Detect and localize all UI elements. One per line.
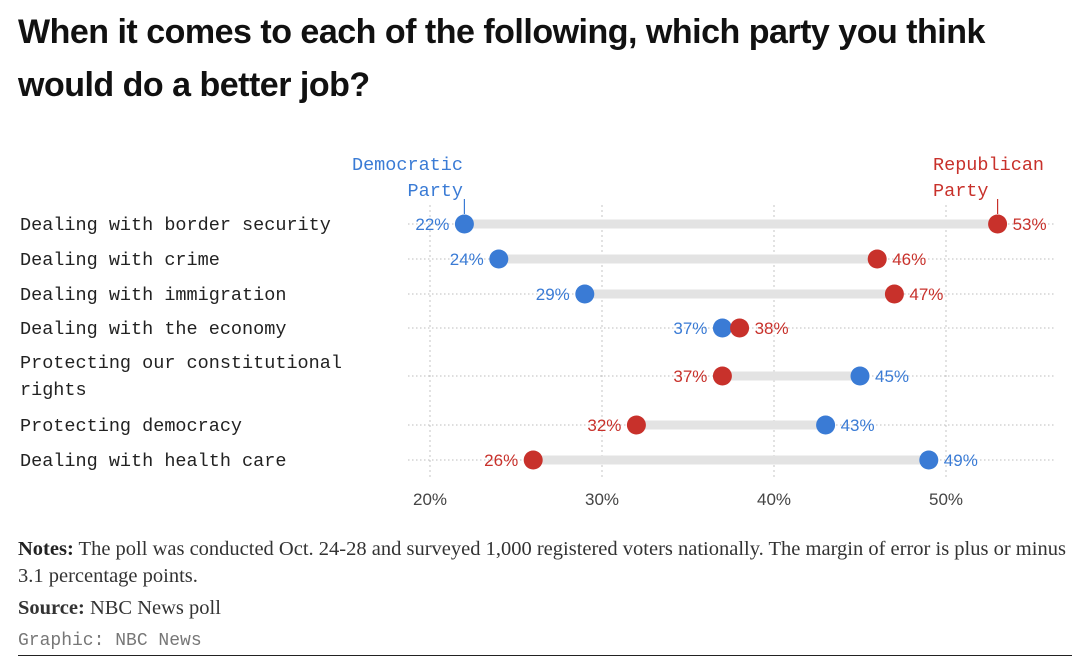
republican-party-label: Party	[933, 181, 989, 202]
chart-title: When it comes to each of the following, …	[18, 13, 985, 104]
republican-dot	[988, 214, 1008, 234]
republican-dot	[884, 284, 904, 304]
republican-value-label: 26%	[484, 451, 518, 470]
notes-label: Notes:	[18, 538, 74, 560]
republican-dot	[626, 415, 646, 435]
republican-dot	[730, 318, 750, 338]
democratic-value-label: 22%	[415, 215, 449, 234]
democratic-dot	[489, 249, 509, 269]
row-label: rights	[20, 380, 87, 401]
row-label: Dealing with health care	[20, 451, 286, 472]
notes-text: The poll was conducted Oct. 24-28 and su…	[18, 538, 1066, 587]
republican-dot	[523, 450, 543, 470]
row-label: Dealing with border security	[20, 215, 331, 236]
row-label: Protecting our constitutional	[20, 353, 342, 374]
graphic-credit: Graphic: NBC News	[18, 631, 202, 651]
republican-value-label: 38%	[755, 319, 789, 338]
democratic-value-label: 37%	[673, 319, 707, 338]
democratic-dot	[919, 450, 939, 470]
democratic-dot	[454, 214, 474, 234]
bottom-rule	[18, 655, 1072, 656]
source-text: NBC News poll	[84, 597, 221, 619]
democratic-value-label: 43%	[841, 416, 875, 435]
dot-plot-chart: 20% 30% 40% 50% Democratic Party Republican Par…	[20, 155, 1055, 509]
row-label: Dealing with crime	[20, 250, 220, 271]
notes: Notes: The poll was conducted Oct. 24-28…	[18, 536, 1068, 590]
republican-dot	[867, 249, 887, 269]
republican-value-label: 47%	[909, 285, 943, 304]
democratic-dot	[575, 284, 595, 304]
x-tick-label: 30%	[585, 490, 619, 509]
democratic-dot	[850, 366, 870, 386]
x-tick-label: 40%	[757, 490, 791, 509]
democratic-party-label: Party	[407, 181, 463, 202]
row-label: Protecting democracy	[20, 416, 242, 437]
democratic-value-label: 24%	[450, 250, 484, 269]
democratic-value-label: 49%	[944, 451, 978, 470]
democratic-value-label: 29%	[536, 285, 570, 304]
democratic-value-label: 45%	[875, 367, 909, 386]
democratic-dot	[712, 318, 732, 338]
row-label: Dealing with the economy	[20, 319, 286, 340]
democratic-dot	[816, 415, 836, 435]
x-tick-label: 20%	[413, 490, 447, 509]
republican-value-label: 46%	[892, 250, 926, 269]
source: Source: NBC News poll	[18, 595, 1068, 622]
republican-party-label: Republican	[933, 155, 1044, 176]
republican-value-label: 53%	[1013, 215, 1047, 234]
source-label: Source:	[18, 597, 85, 619]
democratic-party-label: Democratic	[352, 155, 463, 176]
republican-value-label: 37%	[673, 367, 707, 386]
row-label: Dealing with immigration	[20, 285, 286, 306]
republican-dot	[712, 366, 732, 386]
republican-value-label: 32%	[587, 416, 621, 435]
x-tick-label: 50%	[929, 490, 963, 509]
